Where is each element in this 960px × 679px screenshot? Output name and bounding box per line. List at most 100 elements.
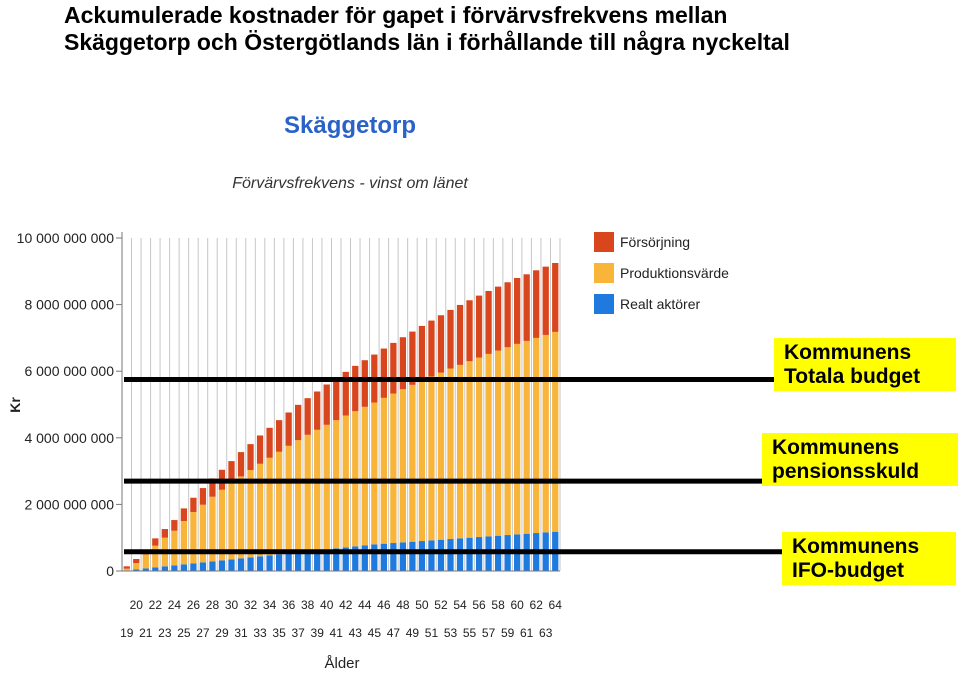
bar-segment-production (514, 343, 521, 535)
bar-segment-production (380, 397, 387, 544)
x-tick-label: 35 (272, 626, 286, 640)
bar-segment-support (428, 320, 435, 377)
legend-label: Produktionsvärde (620, 265, 729, 281)
bar-segment-production (171, 530, 178, 566)
x-tick-label: 29 (215, 626, 229, 640)
x-tick-label: 55 (463, 626, 477, 640)
bar-segment-real (399, 542, 407, 571)
bar-segment-production (218, 489, 226, 561)
bar-segment-production (552, 331, 559, 532)
x-tick-label: 21 (139, 626, 153, 640)
x-tick-label: 60 (510, 598, 524, 612)
bar-segment-support (256, 435, 264, 464)
bar-segment-support (266, 427, 273, 458)
reference-label: Kommunens pensionsskuld (762, 433, 958, 486)
bar-segment-real (456, 538, 464, 571)
bar-segment-support (304, 398, 311, 435)
bar-segment-support (523, 274, 530, 341)
bar-segment-support (552, 262, 559, 332)
bar-segment-real (361, 545, 368, 571)
x-tick-label: 39 (311, 626, 325, 640)
bar-segment-production (485, 353, 492, 537)
bar-segment-production (228, 483, 235, 560)
bar-segment-production (247, 470, 254, 558)
x-tick-label: 40 (320, 598, 334, 612)
x-tick-label: 58 (491, 598, 505, 612)
y-tick-label: 10 000 000 000 (17, 230, 115, 246)
bar-segment-real (256, 556, 264, 571)
x-tick-label: 41 (330, 626, 344, 640)
bar-segment-production (295, 440, 302, 553)
bar-segment-support (418, 325, 426, 381)
bar-segment-production (314, 429, 321, 551)
legend-label: Försörjning (620, 234, 690, 250)
x-tick-label: 61 (520, 626, 534, 640)
bar-segment-production (494, 350, 502, 536)
bar-segment-production (142, 554, 149, 569)
x-tick-label: 56 (472, 598, 486, 612)
bar-segment-real (333, 548, 340, 571)
bar-segment-production (437, 372, 445, 540)
bar-segment-production (475, 357, 483, 538)
bar-segment-real (218, 560, 226, 571)
bar-segment-support (466, 300, 473, 362)
x-tick-label: 19 (120, 626, 134, 640)
bar-segment-production (123, 568, 130, 571)
x-tick-label: 54 (453, 598, 467, 612)
legend-label: Realt aktörer (620, 296, 700, 312)
bar-segment-production (256, 463, 264, 557)
bar-segment-support (514, 277, 521, 344)
bar-segment-support (485, 290, 492, 354)
x-tick-label: 57 (482, 626, 496, 640)
x-tick-label: 25 (177, 626, 191, 640)
bar-segment-support (494, 286, 502, 351)
reference-label: Kommunens Totala budget (774, 338, 956, 391)
x-tick-label: 63 (539, 626, 553, 640)
x-tick-label: 28 (206, 598, 220, 612)
bar-segment-real (323, 549, 330, 571)
bar-segment-production (428, 376, 435, 541)
y-tick-label: 8 000 000 000 (24, 297, 114, 313)
bar-segment-real (418, 541, 426, 571)
bar-segment-support (323, 384, 330, 425)
x-tick-label: 48 (396, 598, 410, 612)
bar-segment-real (437, 539, 445, 571)
bar-segment-production (190, 512, 197, 564)
bar-segment-real (295, 552, 302, 571)
x-tick-label: 62 (530, 598, 544, 612)
x-tick-label: 47 (387, 626, 401, 640)
bar-segment-real (142, 568, 149, 571)
bar-segment-real (428, 540, 435, 571)
bar-segment-support (437, 315, 445, 373)
bar-segment-support (380, 348, 387, 398)
bar-segment-production (504, 347, 511, 536)
bar-segment-production (275, 451, 283, 555)
bar-segment-production (209, 496, 216, 562)
bar-segment-real (466, 537, 473, 571)
bar-segment-production (133, 563, 140, 570)
bar-segment-support (190, 497, 197, 513)
page-title: Ackumulerade kostnader för gapet i förvä… (64, 2, 790, 55)
bar-segment-support (361, 360, 368, 407)
x-tick-label: 50 (415, 598, 429, 612)
x-tick-label: 42 (339, 598, 353, 612)
bar-segment-real (314, 550, 321, 571)
bar-segment-support (409, 331, 416, 385)
x-tick-label: 26 (187, 598, 201, 612)
bar-segment-support (237, 452, 245, 477)
bar-segment-real (161, 566, 168, 571)
bar-segment-production (180, 521, 188, 565)
bar-segment-support (152, 538, 159, 546)
bar-segment-real (228, 559, 235, 571)
bar-segment-real (266, 555, 273, 571)
bar-segment-real (409, 541, 416, 571)
bar-segment-production (152, 545, 159, 568)
bar-segment-real (152, 567, 159, 571)
bar-segment-real (380, 543, 387, 571)
bar-segment-real (171, 565, 178, 571)
bar-segment-support (275, 420, 283, 452)
y-tick-label: 6 000 000 000 (24, 363, 114, 379)
bar-segment-production (447, 368, 454, 540)
bar-segment-support (533, 270, 540, 338)
